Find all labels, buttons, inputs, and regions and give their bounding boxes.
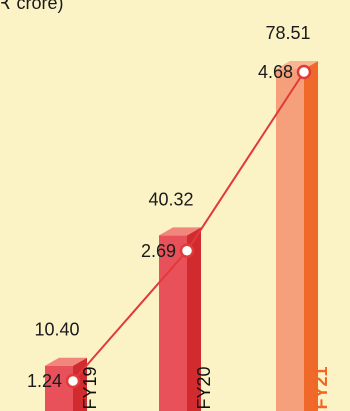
bar-value-label-FY20: 40.32 bbox=[148, 189, 193, 209]
category-label-FY20: FY20 bbox=[194, 366, 214, 409]
category-label-FY19: FY19 bbox=[80, 366, 100, 409]
chart-header-text: (₹ crore) bbox=[0, 0, 63, 13]
bar-side-FY21 bbox=[304, 61, 318, 411]
category-label-FY21: FY21 bbox=[311, 366, 331, 409]
line-marker-FY20 bbox=[181, 245, 193, 257]
line-value-label-FY19: 1.24 bbox=[27, 371, 62, 391]
line-value-label-FY21: 4.68 bbox=[258, 62, 293, 82]
line-value-label-FY20: 2.69 bbox=[141, 241, 176, 261]
bar-front-FY20 bbox=[159, 235, 187, 411]
bar-value-label-FY19: 10.40 bbox=[34, 320, 79, 340]
line-marker-FY19 bbox=[67, 375, 79, 387]
line-marker-FY21 bbox=[298, 66, 310, 78]
bar-value-label-FY21: 78.51 bbox=[265, 23, 310, 43]
bar-front-FY21 bbox=[276, 69, 304, 411]
